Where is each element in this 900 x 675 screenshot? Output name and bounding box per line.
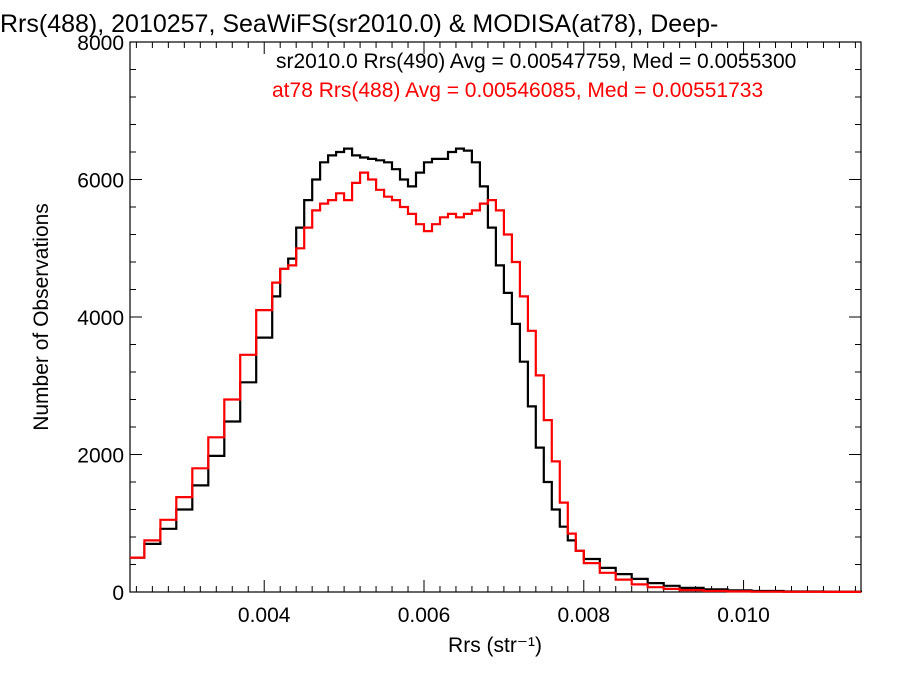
legend-entry-at78: at78 Rrs(488) Avg = 0.00546085, Med = 0.… — [272, 79, 763, 102]
y-tick-label: 6000 — [77, 170, 124, 193]
x-tick-label: 0.010 — [717, 604, 770, 627]
axis-ticks — [130, 41, 861, 593]
y-axis-label: Number of Observations — [30, 203, 53, 431]
series-at78-line — [130, 171, 861, 593]
y-tick-label: 8000 — [77, 32, 124, 55]
legend-entry-sr2010: sr2010.0 Rrs(490) Avg = 0.00547759, Med … — [276, 50, 796, 73]
y-tick-label: 0 — [112, 582, 124, 605]
chart-title: Rrs(488), 2010257, SeaWiFS(sr2010.0) & M… — [0, 10, 718, 38]
tick-labels: 0.004 0.006 0.008 0.010 0 2000 4000 6000 8000 — [77, 32, 770, 627]
y-tick-label: 2000 — [77, 445, 124, 468]
x-tick-label: 0.008 — [557, 604, 610, 627]
series-group — [130, 147, 863, 593]
plot-frame — [129, 41, 862, 593]
y-tick-label: 4000 — [77, 307, 124, 330]
x-tick-label: 0.004 — [238, 604, 291, 627]
x-axis-label: Rrs (str⁻¹) — [448, 634, 542, 657]
x-tick-label: 0.006 — [398, 604, 451, 627]
